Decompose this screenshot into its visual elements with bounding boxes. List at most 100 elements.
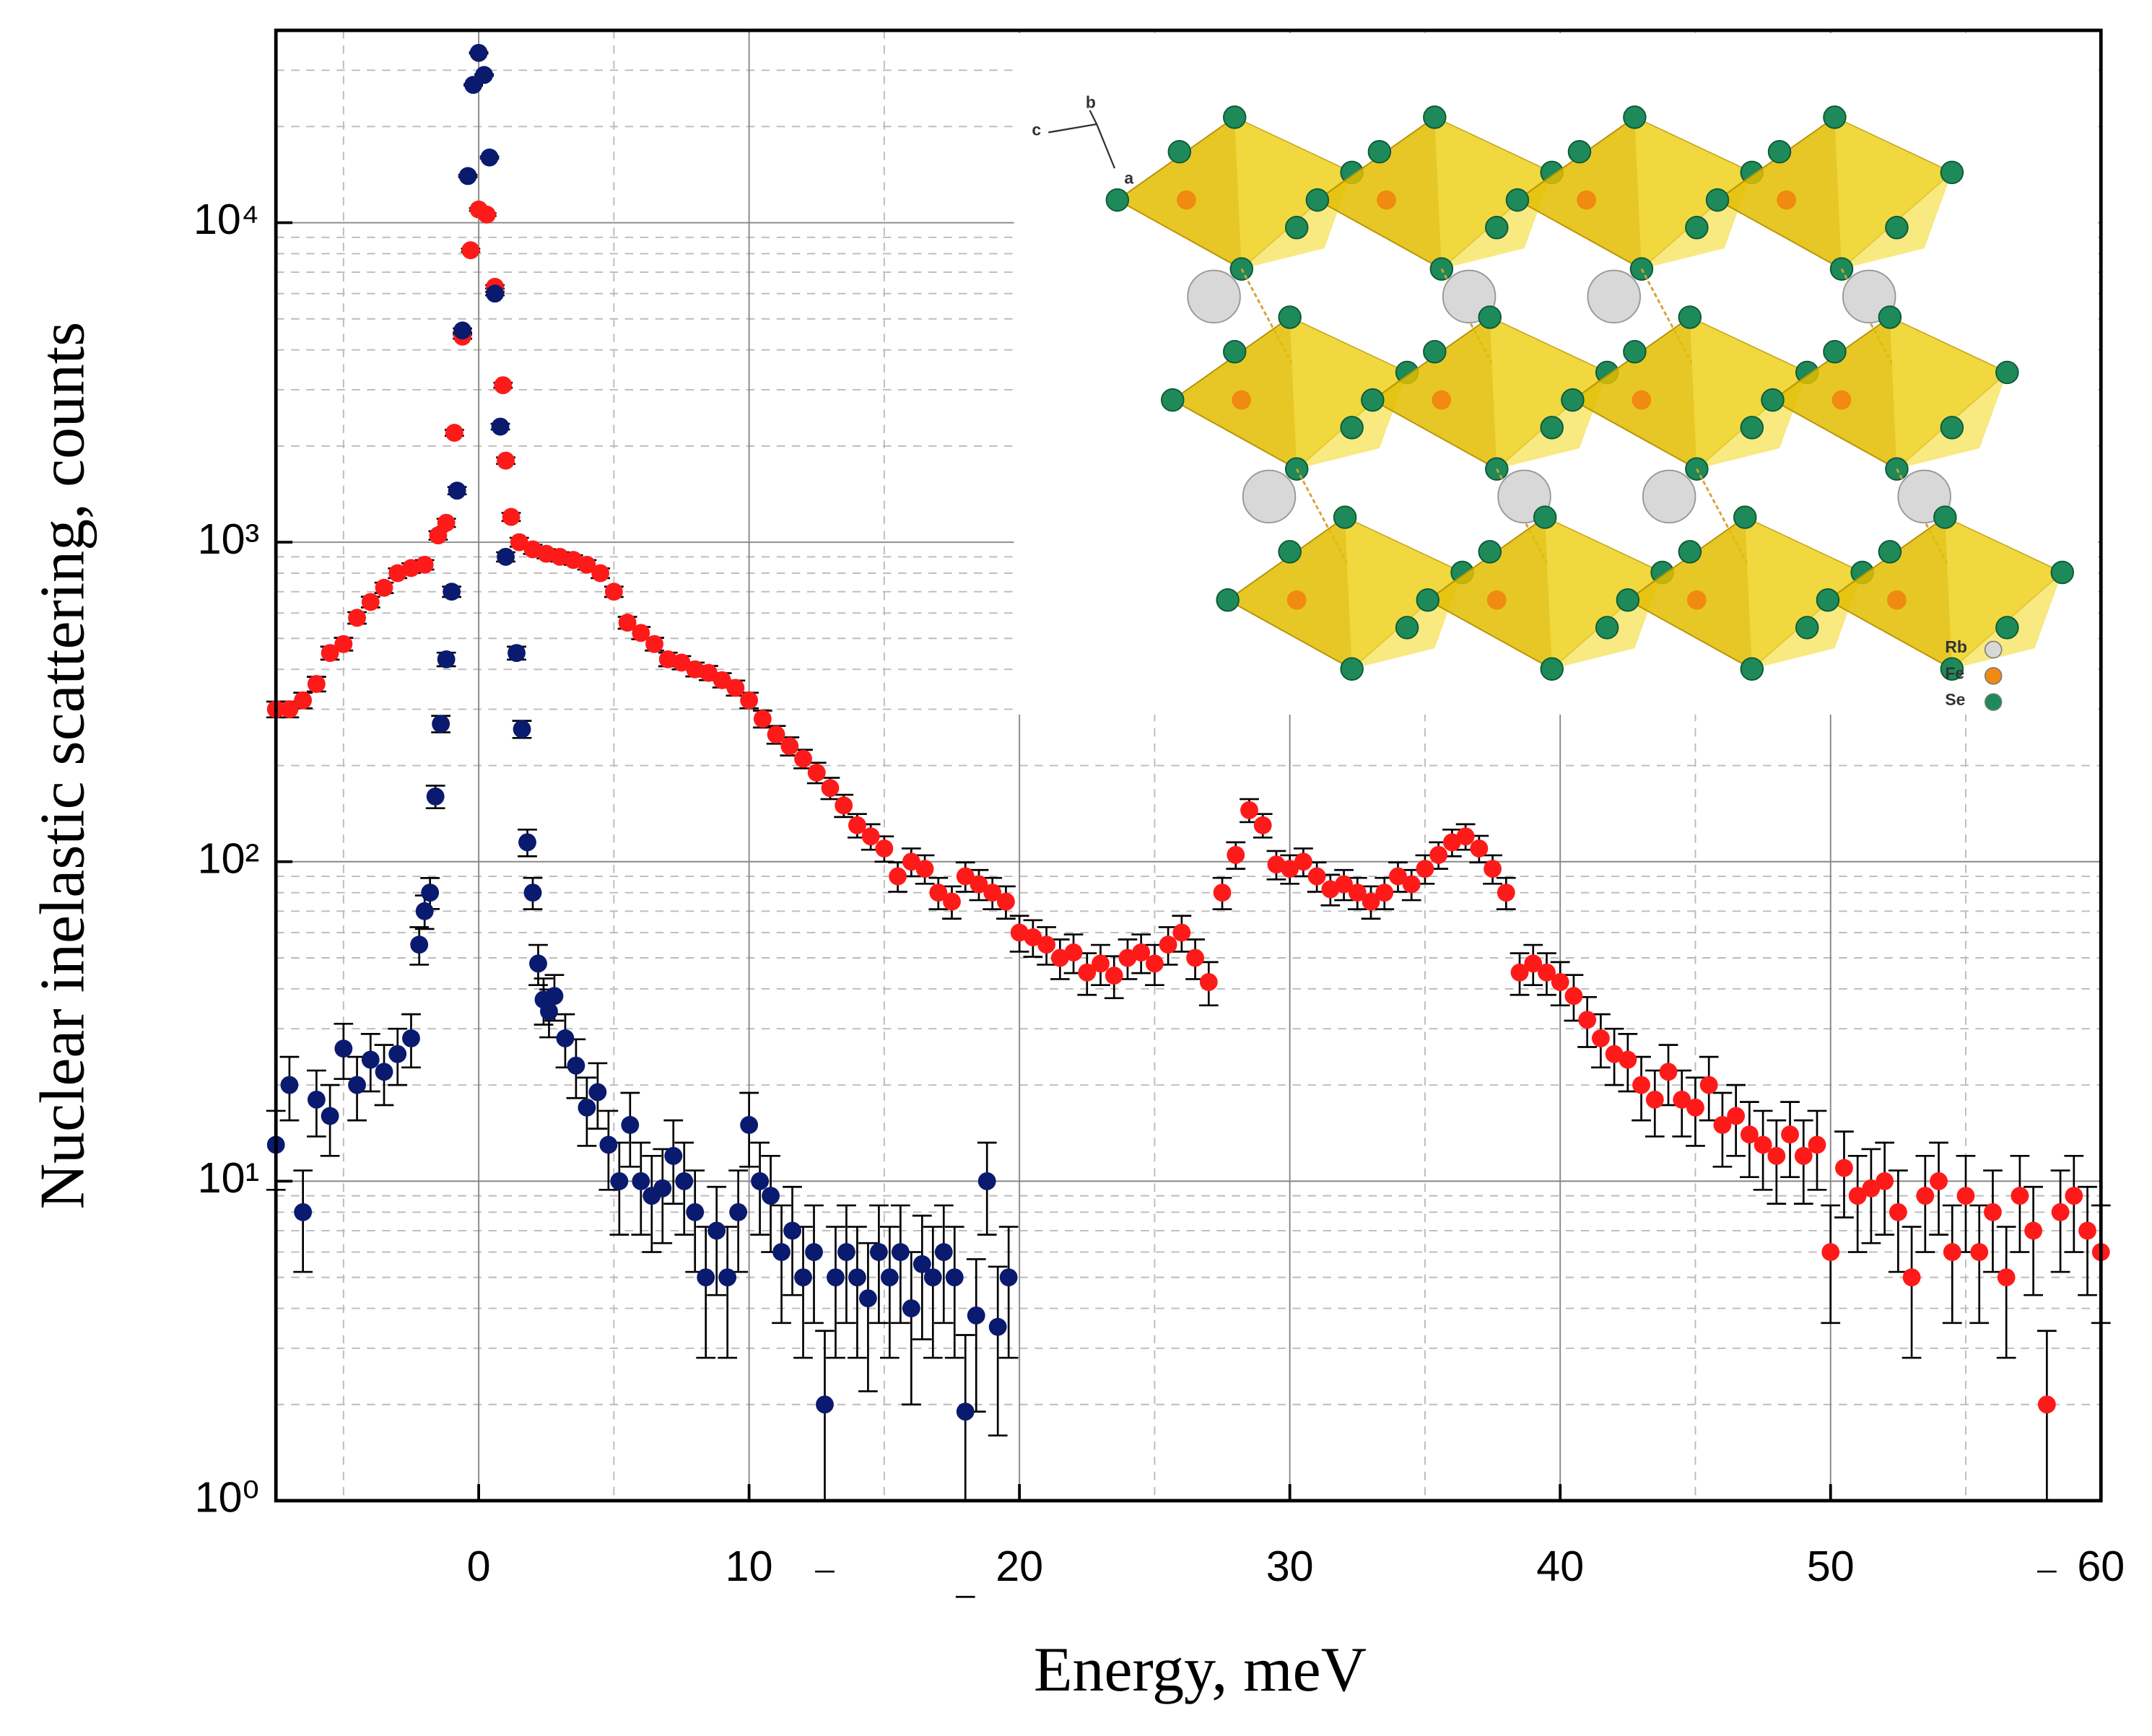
polyhedron-face: [1745, 517, 1863, 669]
data-point: [477, 205, 496, 224]
data-point: [1442, 833, 1461, 852]
data-point: [621, 1116, 640, 1134]
data-point: [280, 700, 299, 719]
se-atom: [1105, 188, 1130, 212]
data-point: [486, 284, 504, 303]
data-point: [1916, 1187, 1935, 1205]
data-point: [513, 720, 531, 738]
data-point: [686, 660, 705, 679]
data-point: [1889, 1203, 1907, 1221]
data-point: [762, 1187, 780, 1205]
data-point: [618, 614, 637, 632]
data-point: [837, 1243, 855, 1262]
se-atom: [1223, 105, 1247, 129]
fe-atom: [1432, 390, 1452, 410]
data-point: [1024, 928, 1042, 946]
data-point: [402, 1029, 420, 1047]
data-point: [875, 839, 894, 858]
data-point: [437, 513, 456, 532]
x-tick-label: 20: [996, 1542, 1043, 1590]
data-point: [929, 884, 948, 902]
se-atom: [1816, 588, 1840, 612]
data-point: [1970, 1243, 1989, 1262]
se-atom: [1540, 657, 1564, 681]
data-point: [1956, 1187, 1975, 1205]
data-point: [432, 715, 450, 733]
inset-axis-label: b: [1086, 92, 1096, 111]
data-point: [437, 650, 456, 668]
fe-atom: [1286, 590, 1307, 610]
fe-atom: [1831, 390, 1852, 410]
data-point: [988, 1317, 1007, 1336]
se-atom: [1995, 616, 2019, 640]
data-point: [869, 1243, 888, 1262]
fe-atom: [1687, 590, 1707, 610]
inset-legend-label: Fe: [1945, 663, 1964, 682]
polyhedron-face: [1634, 117, 1752, 269]
y-axis-label: Nuclear inelastic scattering, counts: [28, 322, 98, 1210]
se-atom: [1395, 616, 1419, 640]
se-atom: [1616, 588, 1640, 612]
data-point: [348, 609, 366, 627]
se-atom: [1878, 540, 1902, 564]
se-atom: [1678, 305, 1702, 329]
data-point: [740, 691, 759, 710]
data-point: [307, 1090, 326, 1109]
data-point: [1835, 1159, 1853, 1177]
data-point: [458, 167, 477, 186]
inset-axis-label: c: [1032, 121, 1041, 139]
data-point: [529, 954, 547, 973]
se-atom: [1823, 340, 1847, 364]
data-point: [388, 564, 407, 583]
inset-axis-label: a: [1124, 168, 1133, 187]
se-atom: [1223, 340, 1247, 364]
data-point: [1064, 943, 1083, 961]
data-point: [1348, 884, 1367, 902]
polyhedron-face: [1345, 517, 1463, 669]
data-point: [1551, 973, 1569, 991]
data-point: [999, 1268, 1018, 1287]
data-point: [1673, 1090, 1691, 1109]
data-point: [1186, 948, 1205, 967]
se-atom: [1505, 188, 1530, 212]
rb-atom: [1187, 269, 1241, 324]
data-point: [807, 763, 826, 782]
data-point: [1375, 884, 1394, 902]
se-atom: [1161, 388, 1185, 412]
y-tick-label: 10¹: [198, 1153, 260, 1202]
data-point: [375, 1063, 393, 1081]
data-point: [1510, 963, 1529, 982]
data-point: [2051, 1203, 2070, 1221]
data-point: [1402, 875, 1421, 894]
se-atom: [1767, 139, 1792, 164]
data-point: [1429, 845, 1448, 864]
se-atom: [1278, 305, 1302, 329]
data-point: [780, 737, 799, 756]
data-point: [1984, 1203, 2002, 1221]
data-point: [1740, 1125, 1759, 1144]
data-point: [891, 1243, 910, 1262]
data-point: [475, 66, 494, 84]
se-atom: [1167, 139, 1192, 164]
data-point: [578, 1098, 596, 1117]
se-atom: [1485, 216, 1509, 240]
data-point: [945, 1268, 964, 1287]
fe-atom: [1232, 390, 1252, 410]
data-point: [956, 867, 975, 886]
x-tick-label: 50: [1807, 1542, 1855, 1590]
data-point: [307, 675, 326, 693]
data-point: [497, 451, 515, 470]
data-point: [1781, 1125, 1799, 1144]
data-point: [1335, 875, 1354, 894]
data-point: [502, 507, 520, 526]
marks: [266, 43, 2111, 1598]
data-point: [632, 1172, 650, 1190]
fe-atom: [1887, 590, 1907, 610]
data-point: [858, 1289, 877, 1308]
data-point: [902, 852, 920, 871]
data-point: [348, 1076, 366, 1094]
polyhedron-face: [1689, 317, 1808, 469]
y-tick-label: 10³: [198, 515, 260, 563]
x-tick-label: 30: [1266, 1542, 1314, 1590]
